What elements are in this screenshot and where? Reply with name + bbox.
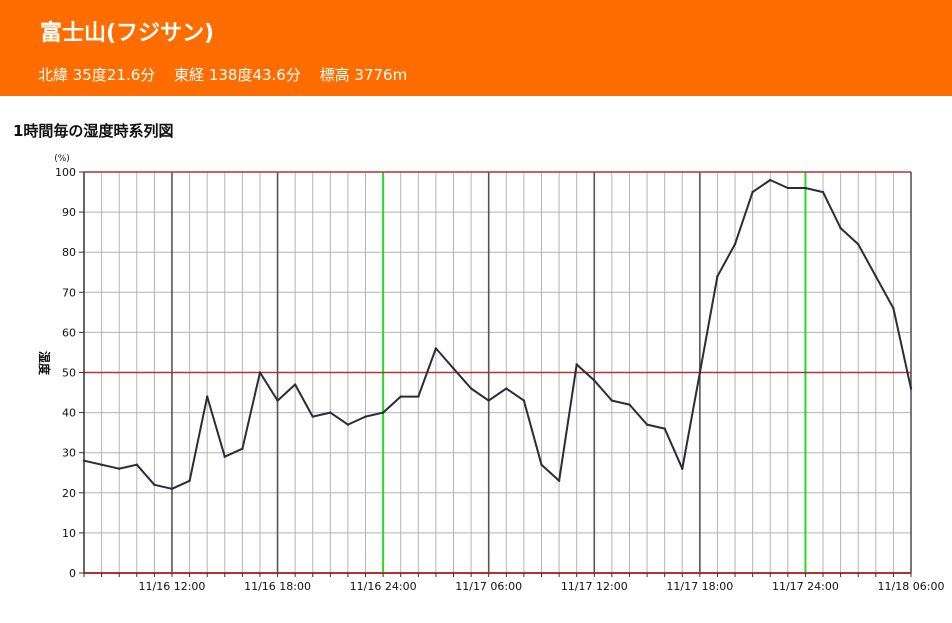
longitude-text: 東経 138度43.6分 (174, 66, 301, 84)
data-point (610, 399, 614, 402)
data-point (839, 226, 842, 230)
x-tick-label: 11/17 24:00 (772, 580, 839, 593)
axes (79, 171, 912, 577)
data-point (804, 186, 807, 190)
data-point (892, 307, 895, 310)
x-tick-label: 11/16 18:00 (244, 580, 311, 593)
data-point (100, 463, 103, 466)
data-point (769, 178, 772, 182)
data-point (716, 275, 719, 278)
data-point (135, 463, 138, 466)
station-name: 富士山(フジサン) (40, 21, 215, 46)
data-point (681, 467, 684, 470)
axis-labels: (%) 湿度 (37, 154, 70, 376)
elevation-text: 標高 3776m (319, 66, 408, 84)
series-group (82, 178, 913, 490)
data-point (522, 399, 526, 402)
y-axis-label: 湿度 (37, 351, 52, 376)
data-point (857, 242, 860, 246)
x-tick-label: 11/16 12:00 (139, 580, 206, 593)
humidity-line (83, 179, 912, 490)
data-point (399, 395, 402, 398)
data-point (909, 387, 913, 390)
data-point (751, 190, 754, 194)
data-point (434, 347, 438, 350)
data-point (311, 415, 314, 418)
data-point (82, 459, 86, 462)
data-point (117, 467, 121, 470)
data-point (628, 403, 631, 406)
reference-lines (84, 171, 911, 574)
data-point (593, 379, 596, 382)
x-tick-label: 11/18 06:00 (878, 580, 945, 593)
data-point (329, 411, 332, 414)
y-tick-labels: 0 10 20 30 40 50 60 70 80 90 100 (55, 166, 76, 580)
data-point (346, 423, 350, 426)
data-point (733, 242, 737, 246)
y-tick-label: 80 (62, 246, 76, 259)
data-point (469, 387, 473, 390)
x-tick-label: 11/17 18:00 (666, 580, 733, 593)
data-point (170, 487, 174, 490)
data-point (417, 395, 420, 398)
data-point (364, 415, 367, 418)
x-tick-label: 11/17 06:00 (455, 580, 522, 593)
data-point (487, 399, 490, 402)
data-point (223, 455, 226, 458)
data-point (786, 186, 790, 190)
data-point (663, 427, 666, 430)
data-point (698, 371, 702, 374)
y-tick-label: 70 (62, 286, 76, 299)
data-point (505, 387, 508, 390)
data-point (381, 411, 385, 414)
y-tick-label: 100 (55, 166, 76, 179)
data-point (276, 399, 279, 402)
latitude-text: 北緯 35度21.6分 (38, 66, 156, 84)
y-tick-label: 0 (69, 567, 76, 580)
y-tick-label: 90 (62, 206, 76, 219)
y-tick-label: 30 (62, 447, 76, 460)
y-tick-label: 60 (62, 326, 76, 339)
y-tick-label: 40 (62, 407, 76, 420)
data-point (645, 423, 649, 426)
y-tick-label: 10 (62, 527, 76, 540)
data-point (188, 479, 191, 482)
y-tick-label: 50 (62, 367, 76, 380)
data-point (293, 383, 297, 386)
chart-title: 1時間毎の湿度時系列図 (13, 122, 174, 140)
station-header: 富士山(フジサン) 北緯 35度21.6分 東経 138度43.6分 標高 37… (0, 0, 952, 96)
data-point (540, 463, 543, 466)
data-point (258, 371, 262, 374)
x-tick-label: 11/17 12:00 (561, 580, 628, 593)
data-point (874, 275, 878, 278)
y-unit-label: (%) (54, 154, 70, 164)
data-point (241, 447, 244, 450)
data-point (557, 479, 561, 482)
data-point (205, 395, 209, 398)
y-tick-label: 20 (62, 487, 76, 500)
station-info: 北緯 35度21.6分 東経 138度43.6分 標高 3776m (38, 64, 421, 85)
x-tick-label: 11/16 24:00 (350, 580, 417, 593)
x-tick-labels: 11/16 12:00 11/16 18:00 11/16 24:00 11/17 0… (139, 580, 945, 593)
data-point (575, 363, 578, 366)
data-point (452, 367, 455, 370)
data-point (153, 483, 156, 486)
data-point (821, 190, 825, 194)
